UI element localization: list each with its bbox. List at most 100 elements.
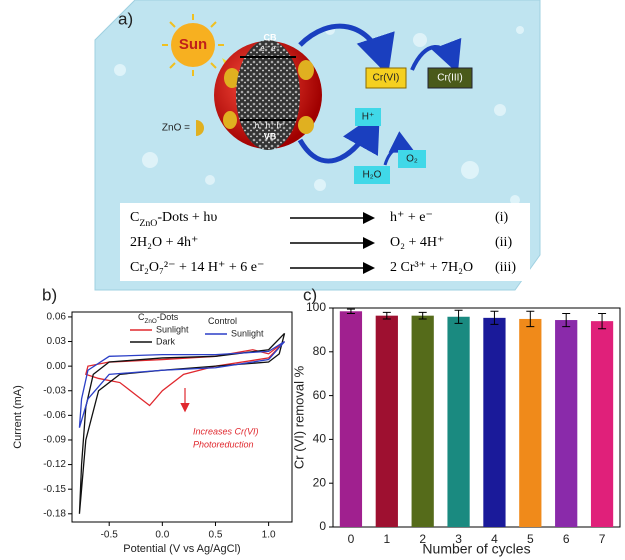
bar (375, 315, 398, 527)
zno-dot (298, 60, 314, 80)
error-bar (562, 312, 571, 328)
zno-legend: ZnO = (162, 123, 190, 134)
zno-dot (223, 111, 237, 129)
h-box (355, 108, 381, 126)
text-part: Cr₂O₇²⁻ + 14 H⁺ + 6 e⁻ (130, 260, 264, 275)
cr6: Cr(VI) (373, 73, 400, 84)
equation-left: 2H₂O + 4h⁺ (130, 235, 198, 250)
cr3: Cr(III) (437, 73, 463, 84)
annotation: Photoreduction (193, 439, 254, 449)
text-part: 2H₂O + 4h⁺ (130, 235, 198, 250)
arrow (298, 23, 395, 76)
zno-dot (298, 116, 314, 134)
text-part: -Dots (157, 312, 179, 322)
x-tick-label: 0.5 (209, 530, 223, 541)
text-part: C (130, 210, 139, 225)
y-tick-label: 80 (313, 344, 327, 358)
error-bar (598, 312, 607, 330)
error-bar (454, 309, 463, 324)
text-part: ZnO (145, 318, 157, 325)
y-tick-label: 0.06 (47, 312, 67, 323)
error-bar (382, 311, 391, 320)
y-tick-label: 40 (313, 432, 327, 446)
bar (519, 318, 542, 527)
series-line (78, 340, 286, 428)
y-tick-label: -0.09 (43, 435, 66, 446)
text-part: ZnO (139, 218, 157, 229)
bar (590, 321, 614, 527)
annotation: Increases Cr(VI) (193, 426, 259, 436)
text-part: C (138, 312, 145, 322)
equation-label: (iii) (495, 260, 516, 275)
error-bar (526, 310, 535, 328)
equation-right: h⁺ + e⁻ (390, 210, 433, 225)
x-tick-label: 6 (563, 532, 570, 546)
arrow (383, 131, 416, 166)
schematic: Sun CB e⁻ e⁻ h⁺ h⁺ h⁺ VB ZnO = Cr(VI) Cr… (94, 0, 541, 291)
zno-symbol (196, 120, 204, 136)
y-tick-label: -0.03 (43, 385, 66, 396)
bar (411, 315, 434, 527)
bar (483, 317, 506, 527)
error-bar (346, 308, 355, 314)
error-bar (490, 310, 499, 325)
y-tick-label: 20 (313, 475, 327, 489)
x-tick-label: 5 (527, 532, 534, 546)
legend-label: Sunlight (231, 328, 264, 338)
equation-right: 2 Cr³⁺ + 7H₂O (390, 260, 473, 275)
y-tick-label: 0.03 (47, 336, 67, 347)
o2-box (398, 150, 426, 168)
equations: CZnO-Dots + hυ h⁺ + e⁻ (i) 2H₂O + 4h⁺ O₂ + 4… (130, 210, 516, 275)
h-plus: H⁺ (362, 112, 375, 123)
cb-label: CB (264, 32, 277, 42)
vb-label: VB (264, 131, 277, 141)
bar (555, 320, 578, 527)
panel-label: c) (303, 285, 317, 304)
legend-label: Dark (156, 336, 176, 346)
legend-label: Sunlight (156, 324, 189, 334)
legend-group-title: CZnO-Dots (138, 312, 179, 325)
x-tick-label: 0.0 (155, 530, 169, 541)
y-tick-label: 0.00 (47, 361, 67, 372)
x-tick-label: 1 (383, 532, 390, 546)
core (236, 40, 300, 150)
equation-label: (ii) (495, 235, 512, 250)
text-part: Control (208, 316, 237, 326)
arrow (410, 37, 462, 74)
sun (171, 23, 215, 67)
y-tick-label: 100 (306, 300, 326, 314)
o2: O₂ (406, 154, 418, 165)
bar (447, 316, 470, 527)
equation-label: (i) (495, 210, 509, 225)
x-tick-label: 3 (455, 532, 462, 546)
equation-left: CZnO-Dots + hυ (130, 210, 217, 229)
panel-label: a) (118, 9, 133, 28)
droplets (114, 25, 524, 245)
x-tick-label: 7 (599, 532, 606, 546)
y-tick-label: 0 (319, 519, 326, 533)
y-tick-label: -0.12 (43, 459, 66, 470)
y-axis-title: Current (mA) (12, 385, 24, 449)
holes: h⁺ h⁺ h⁺ (255, 121, 285, 130)
x-tick-label: 0 (348, 532, 355, 546)
plot-frame (332, 307, 621, 528)
cr6-box (365, 67, 407, 89)
y-tick-label: 60 (313, 388, 327, 402)
equation-right: O₂ + 4H⁺ (390, 235, 444, 250)
x-tick-label: 2 (419, 532, 426, 546)
equation-left: Cr₂O₇²⁻ + 14 H⁺ + 6 e⁻ (130, 260, 264, 275)
zno-dot (224, 68, 240, 88)
panel-label: b) (42, 285, 57, 304)
x-tick-label: 1.0 (262, 530, 276, 541)
bar (339, 311, 363, 527)
text-part: -Dots + hυ (157, 210, 217, 225)
legend-group-title: Control (208, 316, 237, 326)
y-tick-label: -0.06 (43, 410, 66, 421)
x-axis-title: Potential (V vs Ag/AgCl) (123, 543, 240, 555)
arrow (297, 111, 380, 164)
cr3-box (427, 67, 473, 89)
sun-label: Sun (179, 36, 207, 53)
y-axis-title: Cr (VI) removal % (291, 365, 306, 469)
x-tick-label: -0.5 (101, 530, 119, 541)
sun-rays (162, 14, 224, 76)
